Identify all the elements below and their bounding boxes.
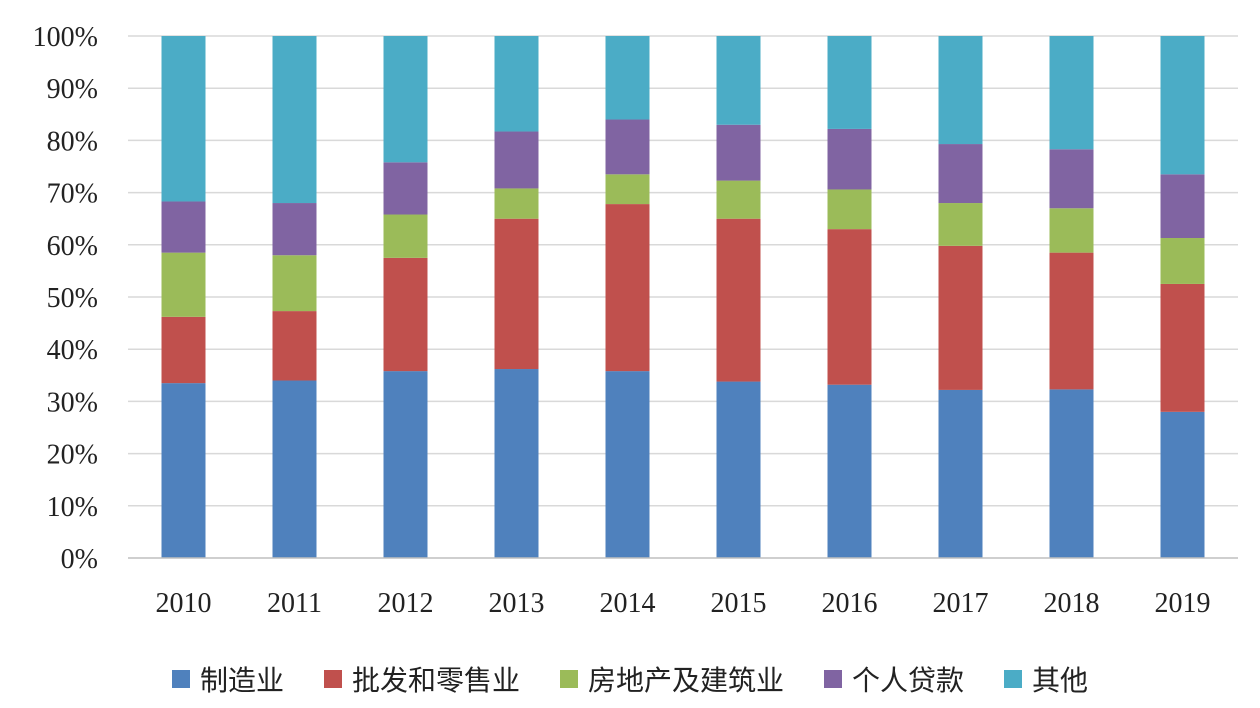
x-tick-label: 2018 [1044, 588, 1100, 619]
legend: 制造业 批发和零售业 房地产及建筑业 个人贷款 其他 [172, 664, 1088, 697]
bar-segment-2014-其他 [605, 36, 650, 120]
bar-segment-2016-其他 [827, 36, 872, 129]
bar-segment-2017-个人贷款 [938, 144, 983, 204]
bar-segment-2018-制造业 [1049, 389, 1094, 558]
bar-segment-2018-房地产及建筑业 [1049, 208, 1094, 253]
legend-swatch [560, 670, 578, 688]
bar-segment-2016-批发和零售业 [827, 229, 872, 385]
bar-segment-2013-批发和零售业 [494, 218, 539, 370]
bar-segment-2014-批发和零售业 [605, 204, 650, 372]
legend-label: 个人贷款 [852, 664, 964, 697]
bar-segment-2011-其他 [272, 36, 317, 204]
legend-label: 批发和零售业 [352, 664, 520, 697]
bar-segment-2017-房地产及建筑业 [938, 203, 983, 246]
legend-item: 批发和零售业 [324, 664, 520, 697]
x-tick-label: 2019 [1155, 588, 1211, 619]
legend-item: 其他 [1004, 664, 1088, 697]
bar-segment-2018-其他 [1049, 36, 1094, 150]
bars [161, 36, 1205, 558]
bar-segment-2015-批发和零售业 [716, 218, 761, 382]
bar-segment-2016-制造业 [827, 384, 872, 558]
bar-segment-2013-房地产及建筑业 [494, 188, 539, 219]
bar-segment-2015-其他 [716, 36, 761, 125]
bar-segment-2011-批发和零售业 [272, 311, 317, 381]
x-tick-label: 2012 [378, 588, 434, 619]
x-tick-label: 2017 [933, 588, 989, 619]
bar-segment-2013-制造业 [494, 369, 539, 558]
y-tick-label: 90% [47, 74, 98, 105]
bar-segment-2014-制造业 [605, 371, 650, 558]
x-tick-label: 2010 [156, 588, 212, 619]
bar-segment-2018-个人贷款 [1049, 149, 1094, 209]
bar-segment-2012-房地产及建筑业 [383, 214, 428, 258]
bar-segment-2015-制造业 [716, 381, 761, 558]
bar-segment-2019-其他 [1160, 36, 1205, 175]
bar-segment-2011-个人贷款 [272, 203, 317, 256]
y-tick-label: 10% [47, 492, 98, 523]
y-tick-label: 80% [47, 126, 98, 157]
y-tick-label: 60% [47, 231, 98, 262]
bar-segment-2014-个人贷款 [605, 119, 650, 175]
bar-segment-2012-个人贷款 [383, 162, 428, 215]
x-tick-label: 2013 [489, 588, 545, 619]
bar-segment-2017-批发和零售业 [938, 245, 983, 390]
y-tick-label: 70% [47, 179, 98, 210]
bar-segment-2010-批发和零售业 [161, 316, 206, 384]
y-tick-label: 40% [47, 335, 98, 366]
legend-item: 个人贷款 [824, 664, 964, 697]
y-tick-label: 50% [47, 283, 98, 314]
bar-segment-2019-房地产及建筑业 [1160, 238, 1205, 284]
legend-label: 房地产及建筑业 [588, 664, 784, 697]
y-tick-label: 20% [47, 440, 98, 471]
y-tick-label: 100% [33, 22, 98, 53]
bar-segment-2017-制造业 [938, 389, 983, 558]
bar-segment-2016-房地产及建筑业 [827, 189, 872, 230]
bar-segment-2015-房地产及建筑业 [716, 180, 761, 219]
legend-swatch [324, 670, 342, 688]
x-tick-label: 2011 [267, 588, 322, 619]
bar-segment-2012-制造业 [383, 371, 428, 558]
bar-segment-2013-个人贷款 [494, 131, 539, 189]
x-tick-label: 2016 [822, 588, 878, 619]
bar-segment-2010-其他 [161, 36, 206, 202]
y-axis-tick-labels: 0% 10% 20% 30% 40% 50% 60% 70% 80% 90% 100% [33, 22, 98, 575]
bar-segment-2019-批发和零售业 [1160, 283, 1205, 412]
legend-label: 其他 [1032, 664, 1088, 697]
legend-swatch [172, 670, 190, 688]
legend-swatch [1004, 670, 1022, 688]
bar-segment-2010-制造业 [161, 383, 206, 558]
legend-swatch [824, 670, 842, 688]
bar-segment-2010-房地产及建筑业 [161, 252, 206, 317]
bar-segment-2019-个人贷款 [1160, 174, 1205, 239]
bar-segment-2014-房地产及建筑业 [605, 174, 650, 205]
bar-segment-2018-批发和零售业 [1049, 252, 1094, 390]
bar-segment-2012-其他 [383, 36, 428, 163]
bar-segment-2012-批发和零售业 [383, 257, 428, 372]
bar-segment-2015-个人贷款 [716, 124, 761, 181]
bar-segment-2010-个人贷款 [161, 201, 206, 253]
legend-label: 制造业 [200, 664, 284, 697]
bar-segment-2017-其他 [938, 36, 983, 145]
legend-item: 制造业 [172, 664, 284, 697]
bar-segment-2016-个人贷款 [827, 128, 872, 190]
bar-segment-2013-其他 [494, 36, 539, 132]
bar-segment-2011-房地产及建筑业 [272, 255, 317, 312]
bar-segment-2019-制造业 [1160, 411, 1205, 558]
bar-segment-2011-制造业 [272, 380, 317, 558]
x-axis-tick-labels: 2010 2011 2012 2013 2014 2015 2016 2017 2018 2019 [156, 588, 1211, 619]
x-tick-label: 2015 [711, 588, 767, 619]
legend-item: 房地产及建筑业 [560, 664, 784, 697]
x-tick-label: 2014 [600, 588, 656, 619]
y-tick-label: 0% [61, 544, 98, 575]
y-tick-label: 30% [47, 387, 98, 418]
